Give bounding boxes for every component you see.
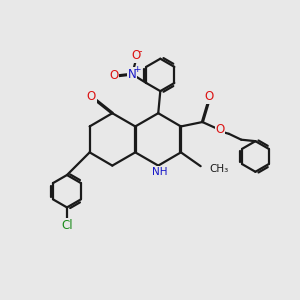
Text: NH: NH [152,167,167,177]
Text: O: O [131,49,140,62]
Text: O: O [204,91,214,103]
Text: O: O [215,124,225,136]
Text: O: O [86,91,96,103]
Text: CH₃: CH₃ [209,164,228,173]
Text: N: N [128,68,136,81]
Text: +: + [133,65,141,74]
Text: Cl: Cl [61,219,73,232]
Text: O: O [109,69,118,82]
Text: -: - [139,46,142,56]
